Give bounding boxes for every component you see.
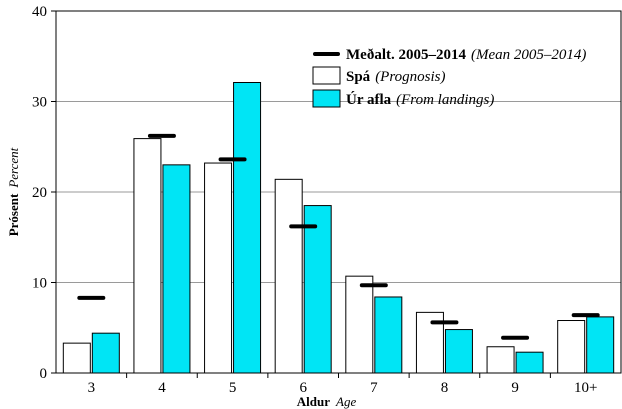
legend-mean-name-en: (Mean 2005–2014) <box>471 47 586 63</box>
legend-prognosis-swatch <box>312 66 341 85</box>
bar-prognosis <box>486 346 515 374</box>
x-axis-title: Aldur Age <box>297 394 357 409</box>
y-tick-label: 20 <box>32 185 47 201</box>
bar-prognosis <box>62 342 91 374</box>
y-tick-label: 40 <box>32 4 47 20</box>
x-tick-label: 5 <box>229 380 237 396</box>
legend-landings-name: Úr afla <box>346 91 392 108</box>
x-tick-label: 7 <box>370 380 378 396</box>
y-axis-title-is: Prósent <box>6 193 21 236</box>
bar-prognosis <box>274 178 303 374</box>
y-tick-label: 0 <box>40 366 48 382</box>
legend-landings-swatch <box>312 89 341 108</box>
bar-landings <box>233 81 262 374</box>
x-axis-title-is: Aldur <box>297 394 330 409</box>
bar-landings <box>586 316 615 374</box>
x-tick-label: 6 <box>299 380 307 396</box>
bar-landings <box>303 205 332 374</box>
axis-ticks: 0 10 20 30 40 3 4 5 6 7 8 9 10+ <box>32 4 597 396</box>
legend-prognosis-name: Spá <box>346 69 371 85</box>
bar-prognosis <box>133 138 162 374</box>
bar-landings <box>162 164 191 374</box>
y-axis-title: Prósent Percent <box>6 147 21 236</box>
x-tick-label: 4 <box>158 380 166 396</box>
mean-markers <box>77 133 600 340</box>
x-tick-label: 8 <box>441 380 449 396</box>
legend-prognosis-label: Spá (Prognosis) <box>346 69 445 85</box>
bar-prognosis <box>204 162 233 374</box>
bar-landings <box>91 332 120 374</box>
y-axis-title-en: Percent <box>6 147 21 188</box>
legend-mean-label: Meðalt. 2005–2014 (Mean 2005–2014) <box>346 47 586 63</box>
y-tick-label: 30 <box>32 95 47 111</box>
legend-mean-name: Meðalt. 2005–2014 <box>346 47 466 63</box>
x-tick-label: 10+ <box>574 380 597 396</box>
bar-prognosis <box>345 275 374 374</box>
bars <box>62 81 615 374</box>
x-tick-label: 3 <box>88 380 96 396</box>
legend-landings-label: Úr afla (From landings) <box>346 91 494 108</box>
legend-prognosis-name-en: (Prognosis) <box>375 69 445 85</box>
legend: Meðalt. 2005–2014 (Mean 2005–2014) Spá (Pr… <box>312 47 586 108</box>
x-tick-label: 9 <box>511 380 519 396</box>
bar-landings <box>515 351 544 374</box>
bar-landings <box>444 329 473 374</box>
legend-landings-name-en: (From landings) <box>396 92 494 108</box>
bar-prognosis <box>557 320 586 374</box>
x-axis-title-en: Age <box>335 394 356 409</box>
bar-landings <box>374 296 403 374</box>
y-tick-label: 10 <box>32 276 47 292</box>
